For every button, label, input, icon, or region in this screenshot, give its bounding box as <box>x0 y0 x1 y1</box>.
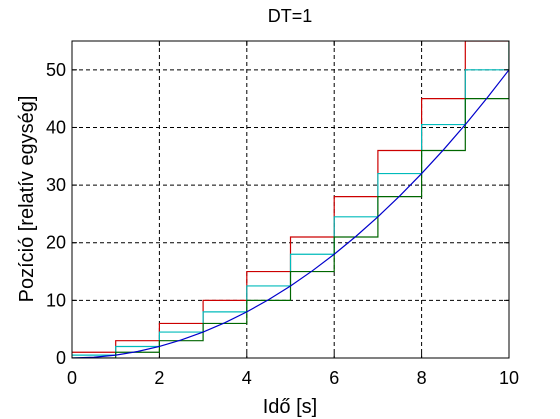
y-tick-label: 40 <box>46 117 66 137</box>
y-tick-label: 20 <box>46 233 66 253</box>
x-tick-label: 0 <box>67 368 77 388</box>
series-layer <box>72 41 509 358</box>
tick-layer: 0 2 4 6 8 10 0 10 20 30 40 50 <box>46 41 519 388</box>
y-tick-label: 0 <box>56 348 66 368</box>
series-line-3 <box>72 41 509 358</box>
y-tick-label: 50 <box>46 60 66 80</box>
y-tick-label: 30 <box>46 175 66 195</box>
grid-layer <box>72 41 509 358</box>
x-tick-label: 2 <box>154 368 164 388</box>
chart-title: DT=1 <box>268 6 313 26</box>
x-axis-label: Idő [s] <box>263 396 317 418</box>
y-axis-label: Pozíció [relatív egység] <box>16 96 38 303</box>
series-line-4 <box>72 69 509 358</box>
plot-frame <box>71 40 510 359</box>
series-line-2 <box>72 41 509 356</box>
x-tick-label: 4 <box>242 368 252 388</box>
x-tick-label: 10 <box>499 368 519 388</box>
y-tick-label: 10 <box>46 290 66 310</box>
x-tick-label: 8 <box>417 368 427 388</box>
x-tick-label: 6 <box>329 368 339 388</box>
